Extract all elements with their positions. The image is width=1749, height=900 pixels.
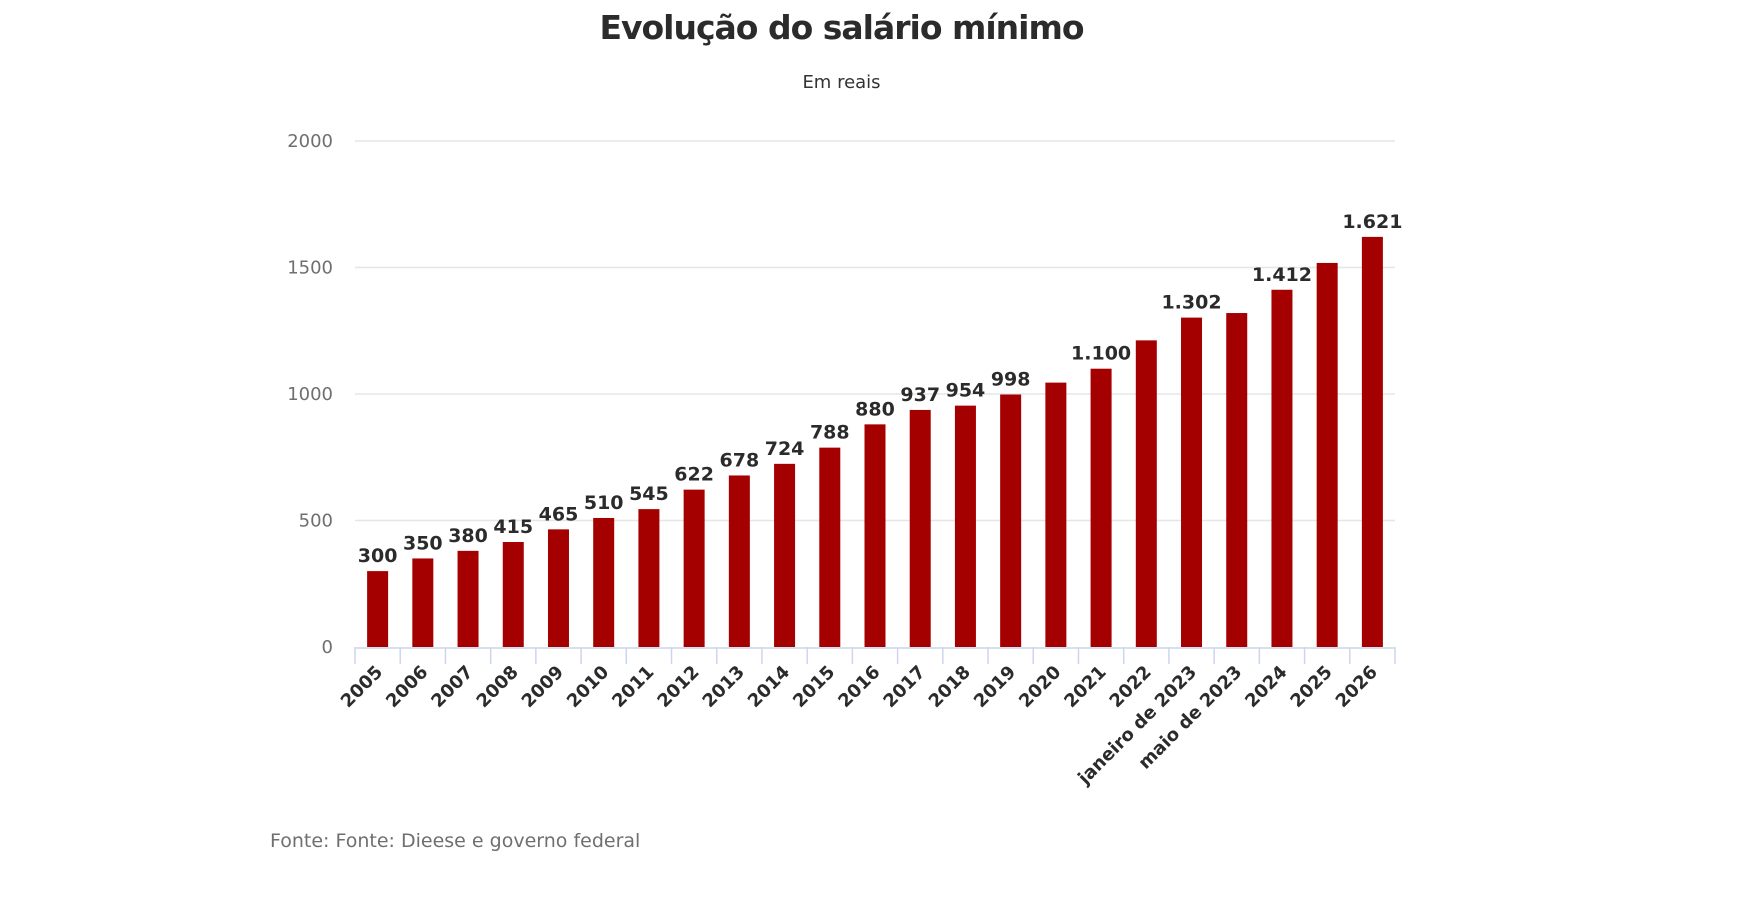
x-tick-label: 2025 [1286,662,1336,712]
x-tick-label: 2009 [518,662,568,712]
chart-subtitle: Em reais [802,72,881,93]
data-label: 380 [448,525,488,547]
data-label: 622 [674,464,714,486]
bar[interactable] [1271,289,1293,647]
bar[interactable] [954,405,976,647]
data-label: 954 [946,380,986,402]
bar[interactable] [457,550,479,647]
bar[interactable] [412,558,434,647]
y-tick-label: 1000 [287,384,333,405]
data-label: 937 [900,384,940,406]
x-tick-label: 2008 [473,662,523,712]
bar[interactable] [683,489,705,647]
data-label: 1.100 [1071,343,1131,365]
bar[interactable] [502,542,524,647]
bars [367,236,1383,647]
x-tick-label: 2013 [699,662,749,712]
x-tick-label: 2014 [744,662,794,712]
x-tick-label: 2016 [834,662,884,712]
x-tick-label: 2007 [427,662,477,712]
bar[interactable] [638,509,660,647]
bar[interactable] [1316,262,1338,647]
data-label: 788 [810,422,850,444]
y-tick-label: 500 [299,511,333,532]
x-tick-label: 2024 [1241,662,1291,712]
data-label: 724 [765,438,805,460]
bar[interactable] [367,571,389,647]
data-label: 415 [493,516,533,538]
bar[interactable] [1361,236,1383,647]
x-tick-label: 2018 [925,662,975,712]
x-tick-label: 2006 [382,662,432,712]
y-axis: 0 500 1000 1500 2000 [287,131,333,658]
x-tick-label: 2021 [1060,662,1110,712]
x-tick-label: 2026 [1332,662,1382,712]
bar[interactable] [728,475,750,647]
bar[interactable] [593,517,615,647]
bar[interactable] [1000,394,1022,647]
bar[interactable] [1090,368,1112,647]
bar[interactable] [774,463,796,647]
x-tick-label: 2019 [970,662,1020,712]
data-label: 998 [991,369,1031,391]
data-label: 300 [358,545,398,567]
bar[interactable] [1181,317,1203,647]
x-tick-label: 2005 [337,662,387,712]
x-tick-label: 2017 [879,662,929,712]
y-tick-label: 1500 [287,258,333,279]
source-note: Fonte: Fonte: Dieese e governo federal [270,830,641,852]
bar[interactable] [547,529,569,647]
data-label: 545 [629,483,669,505]
x-tick-label: 2010 [563,662,613,712]
data-label: 465 [539,503,579,525]
x-tick-label: 2011 [608,662,658,712]
x-tick-label: 2015 [789,662,839,712]
data-label: 350 [403,532,443,554]
x-tick-label: 2020 [1015,662,1065,712]
data-label: 1.621 [1342,211,1402,233]
bar[interactable] [1045,382,1067,647]
bar[interactable] [1135,340,1157,647]
data-label: 678 [720,449,760,471]
data-label: 1.412 [1252,264,1312,286]
bar[interactable] [909,409,931,647]
bar[interactable] [1226,313,1248,647]
y-tick-label: 2000 [287,131,333,152]
x-axis: 2005200620072008200920102011201220132014… [337,647,1396,789]
data-label: 1.302 [1161,292,1221,314]
chart-title: Evolução do salário mínimo [599,8,1084,47]
bar[interactable] [819,447,841,647]
data-label: 510 [584,492,624,514]
x-tick-label: 2012 [653,662,703,712]
bar[interactable] [864,424,886,647]
data-label: 880 [855,398,895,420]
y-tick-label: 0 [322,637,333,658]
